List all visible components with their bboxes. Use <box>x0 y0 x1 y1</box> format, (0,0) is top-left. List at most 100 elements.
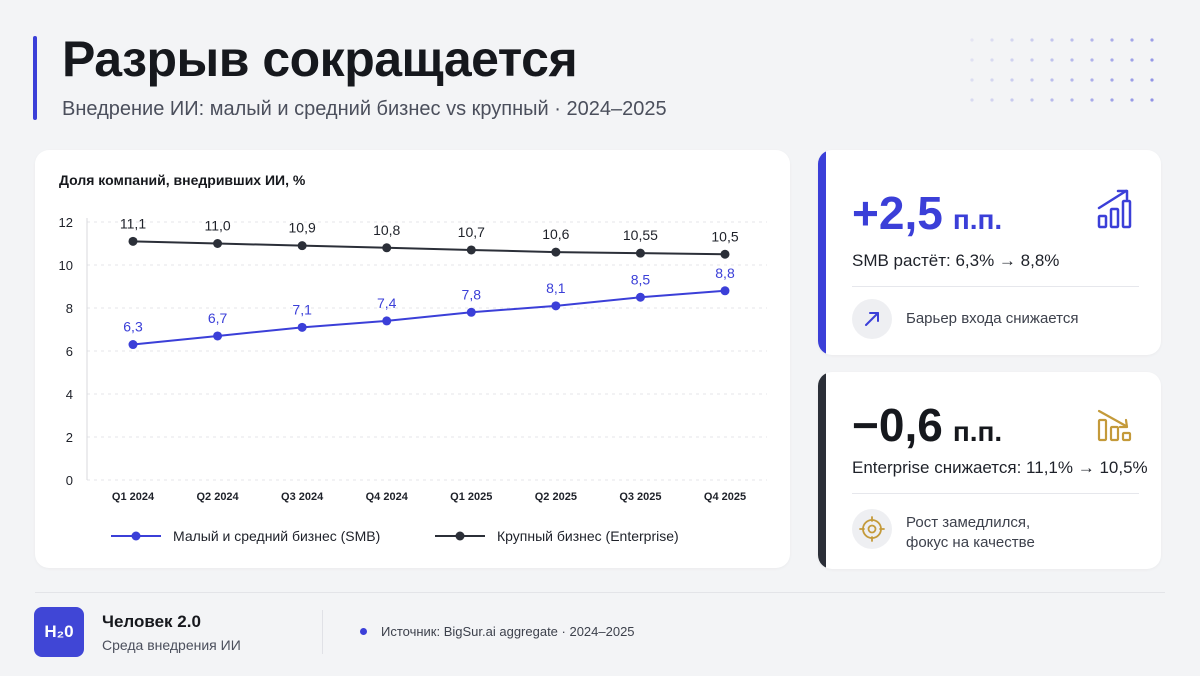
x-tick-label: Q3 2025 <box>619 491 661 503</box>
decorative-dot <box>1070 78 1074 82</box>
x-tick-label: Q2 2024 <box>196 491 239 503</box>
brand-tagline: Среда внедрения ИИ <box>102 637 241 653</box>
decorative-dot <box>1050 78 1054 82</box>
bar-growth-icon <box>1097 189 1132 229</box>
data-point <box>213 239 223 248</box>
data-label: 8,1 <box>546 280 566 296</box>
x-tick-label: Q4 2024 <box>366 491 409 503</box>
series-line <box>132 289 726 346</box>
data-point <box>213 331 223 341</box>
chart-title: Доля компаний, внедривших ИИ, % <box>59 172 306 188</box>
decorative-dot <box>1130 98 1134 102</box>
data-label: 7,1 <box>292 301 312 317</box>
footer-separator <box>322 610 323 654</box>
decorative-dot <box>990 58 994 62</box>
decorative-dot <box>1070 58 1074 62</box>
decorative-dot <box>1090 38 1094 42</box>
legend-label: Малый и средний бизнес (SMB) <box>173 528 380 544</box>
decorative-dot <box>1090 98 1094 102</box>
data-label: 10,55 <box>623 227 658 243</box>
decorative-dot <box>1030 78 1034 82</box>
data-label: 10,8 <box>373 222 400 238</box>
x-tick-label: Q4 2025 <box>704 491 746 503</box>
kpi-stripe <box>818 150 826 355</box>
decorative-dot <box>1030 38 1034 42</box>
arrow-up-right-icon-circle <box>852 299 892 339</box>
data-point <box>551 301 561 311</box>
data-label: 6,3 <box>123 319 143 335</box>
decorative-dot <box>1150 38 1154 42</box>
series-line <box>132 240 726 256</box>
data-label: 6,7 <box>208 310 228 326</box>
decorative-dot <box>1090 58 1094 62</box>
decorative-dot <box>970 78 974 82</box>
chart-card: Доля компаний, внедривших ИИ, % 0 2 4 6 8 10 12… <box>35 150 790 568</box>
decorative-dot <box>1150 98 1154 102</box>
data-label: 11,0 <box>204 218 230 234</box>
y-tick-label: 8 <box>66 301 73 316</box>
y-tick-label: 2 <box>66 430 73 445</box>
data-label: 8,5 <box>631 271 651 287</box>
bar-decline-icon <box>1097 409 1132 442</box>
data-label: 11,1 <box>120 215 146 231</box>
data-label: 8,8 <box>715 265 735 281</box>
data-point <box>297 322 307 332</box>
data-label: 7,8 <box>462 286 482 302</box>
x-tick-label: Q1 2025 <box>450 491 492 503</box>
line-chart: Доля компаний, внедривших ИИ, % 0 2 4 6 8 10 12… <box>59 172 767 544</box>
kpi-enterprise-value: −0,6 <box>852 399 943 451</box>
data-point <box>382 316 392 326</box>
footer-divider <box>35 592 1165 593</box>
decorative-dot <box>970 38 974 42</box>
data-point <box>466 245 476 255</box>
decorative-dot <box>1010 58 1014 62</box>
kpi-divider <box>852 493 1139 494</box>
kpi-enterprise-unit: п.п. <box>952 416 1003 447</box>
decorative-dot <box>1070 98 1074 102</box>
decorative-dot <box>1150 58 1154 62</box>
decorative-dot <box>1010 78 1014 82</box>
decorative-dot <box>1090 78 1094 82</box>
data-point <box>635 248 645 258</box>
data-label: 10,6 <box>542 226 569 242</box>
decorative-dot <box>1150 78 1154 82</box>
kpi-enterprise-note-line1: Рост замедлился, <box>906 514 1031 531</box>
kpi-enterprise-description: Enterprise снижается: 11,1% → 10,5% <box>852 458 1148 477</box>
x-tick-label: Q2 2025 <box>535 491 577 503</box>
kpi-smb-note: Барьер входа снижается <box>906 310 1079 327</box>
data-point <box>466 307 476 317</box>
decorative-dot <box>1010 98 1014 102</box>
arrow-up-right-icon <box>865 312 879 326</box>
source-text: Источник: BigSur.ai aggregate · 2024–202… <box>381 624 635 639</box>
decorative-dot <box>990 38 994 42</box>
y-tick-label: 4 <box>66 387 73 402</box>
legend-label: Крупный бизнес (Enterprise) <box>497 528 679 544</box>
data-label: 10,9 <box>289 220 316 236</box>
decorative-dot <box>1050 58 1054 62</box>
decorative-dot <box>1050 38 1054 42</box>
decorative-dot <box>1110 58 1114 62</box>
page-title: Разрыв сокращается <box>62 31 578 87</box>
data-point <box>720 249 730 259</box>
decorative-dot <box>1130 78 1134 82</box>
data-point <box>297 241 307 251</box>
y-tick-label: 6 <box>66 344 73 359</box>
decorative-dot <box>1130 38 1134 42</box>
data-label: 10,7 <box>458 224 485 240</box>
brand-name: Человек 2.0 <box>102 612 201 631</box>
data-label: 7,4 <box>377 295 397 311</box>
y-tick-label: 10 <box>59 258 73 273</box>
decorative-dot <box>970 98 974 102</box>
decorative-dot <box>1110 98 1114 102</box>
y-tick-label: 12 <box>59 215 73 230</box>
decorative-dot <box>1070 38 1074 42</box>
kpi-stripe <box>818 372 826 569</box>
decorative-dot <box>1110 78 1114 82</box>
data-point <box>635 292 645 302</box>
decorative-dot <box>970 58 974 62</box>
decorative-dot <box>1130 58 1134 62</box>
data-label: 10,5 <box>711 228 738 244</box>
target-icon-circle <box>852 509 892 549</box>
source-bullet-icon <box>360 628 367 635</box>
kpi-divider <box>852 286 1139 287</box>
